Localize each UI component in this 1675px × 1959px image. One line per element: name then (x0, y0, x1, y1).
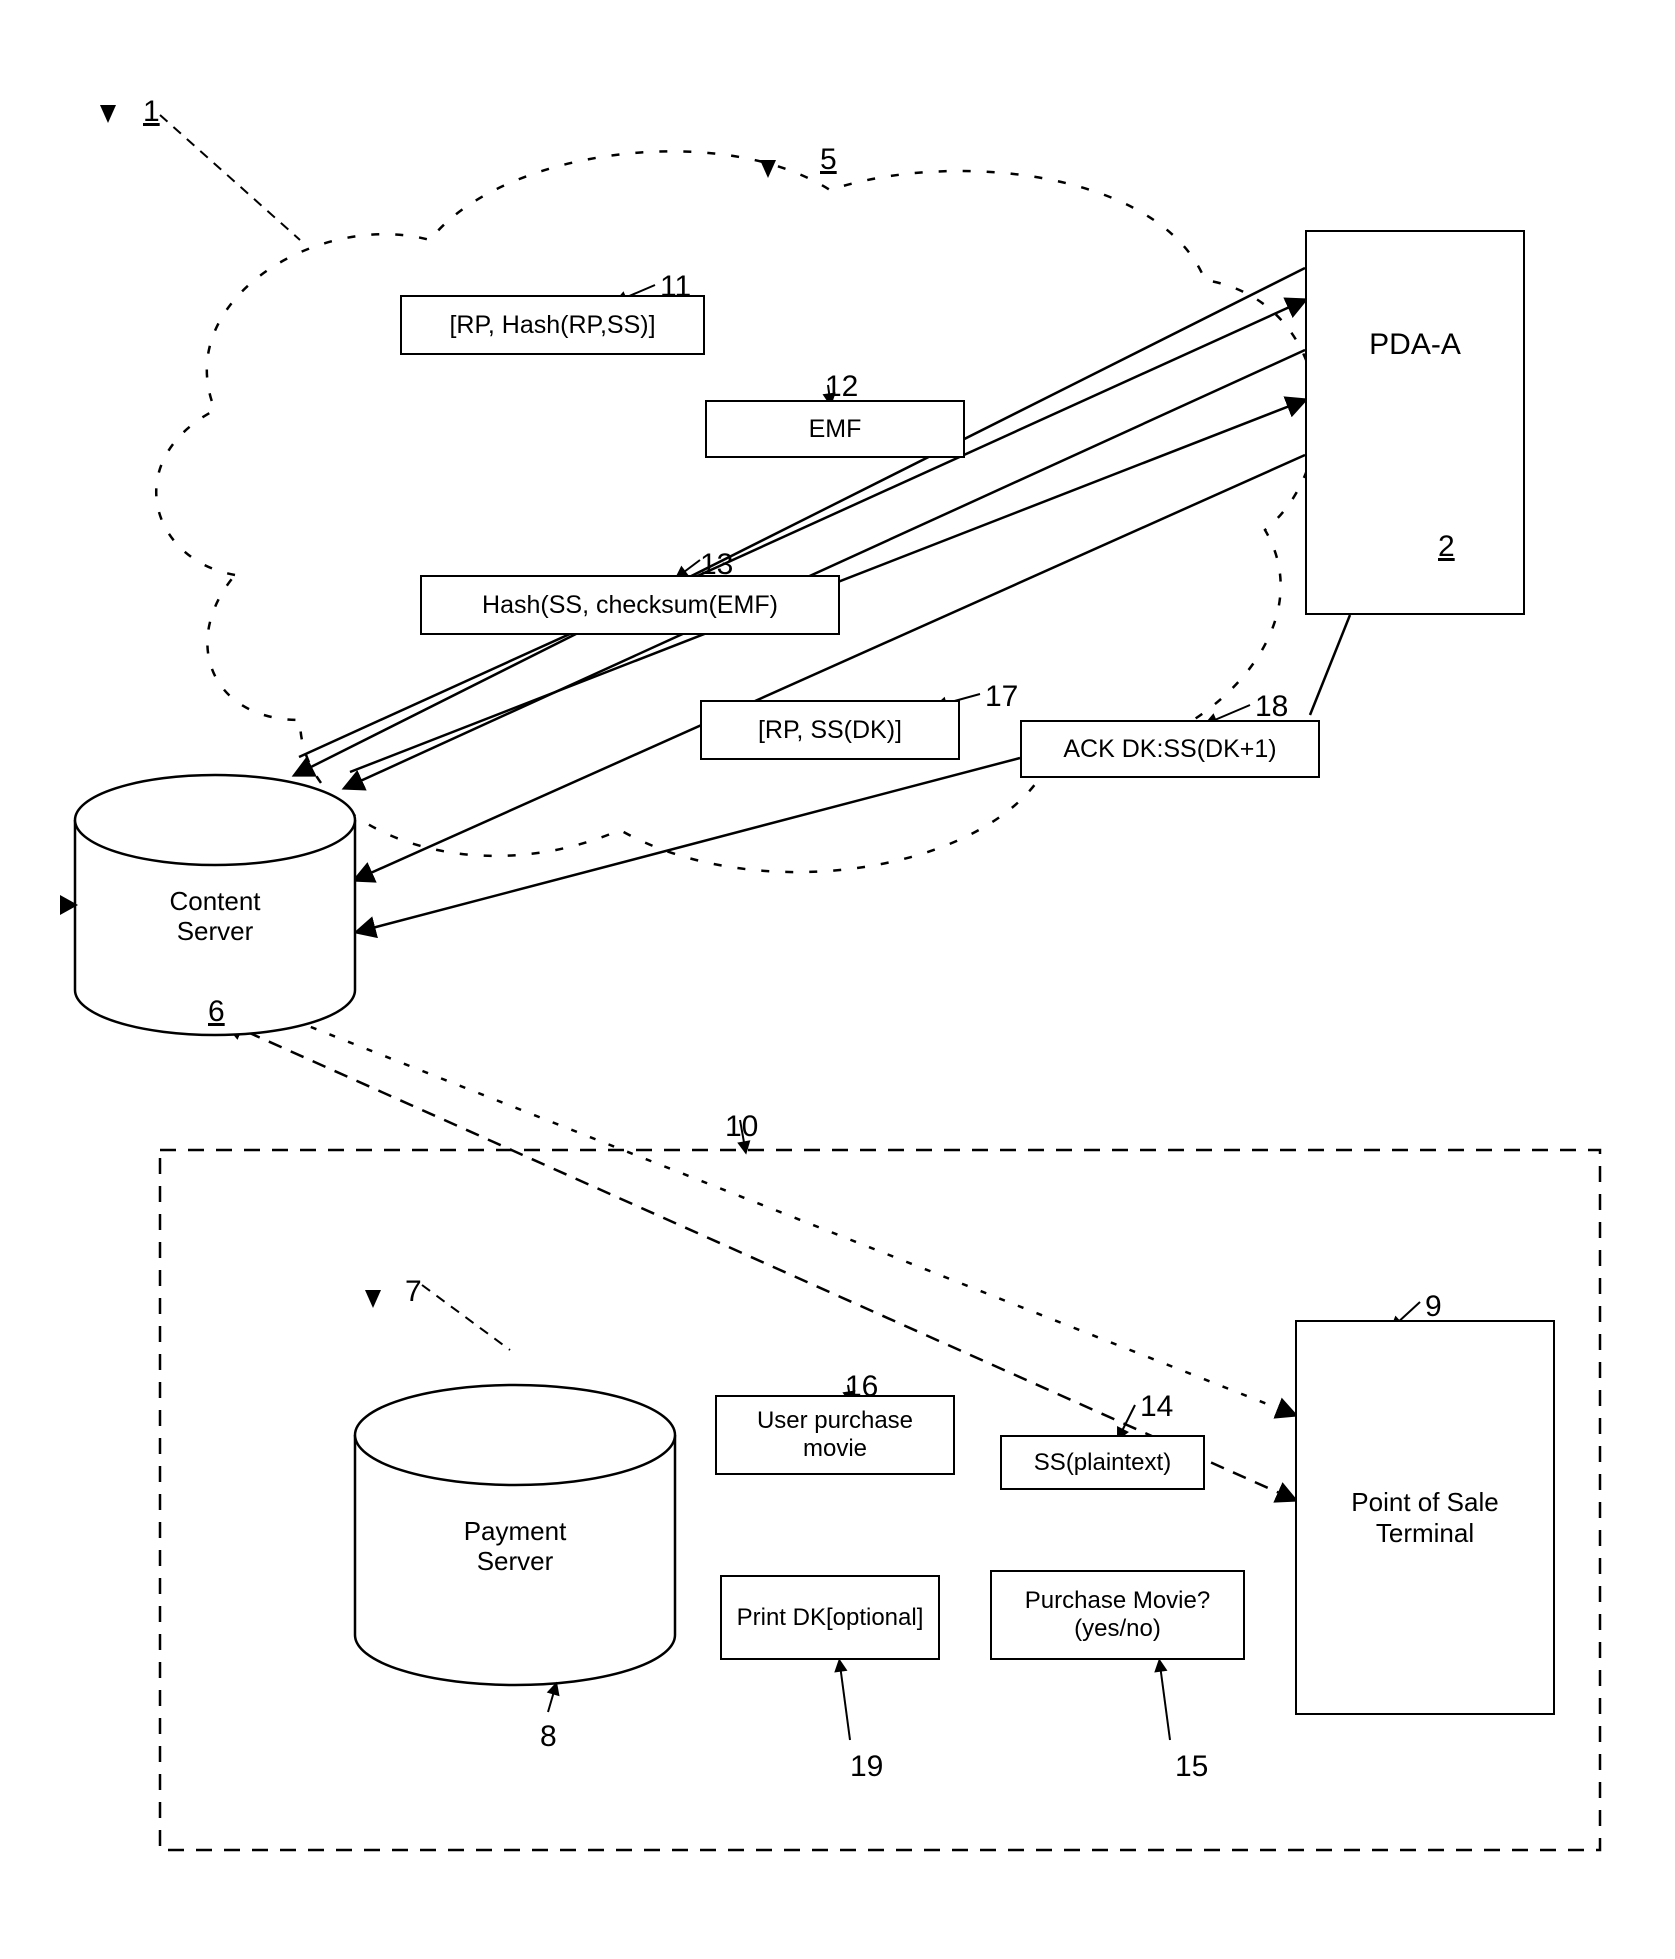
ref-9: 9 (1425, 1290, 1442, 1324)
ref-marker-1 (100, 105, 116, 123)
ref-14: 14 (1140, 1390, 1173, 1424)
msg11: [RP, Hash(RP,SS)] (400, 295, 705, 355)
ref-16: 16 (845, 1370, 878, 1404)
content-server-label: Content Server (75, 887, 355, 947)
leader-r8 (548, 1688, 555, 1712)
ref-18: 18 (1255, 690, 1288, 724)
msg17: [RP, SS(DK)] (700, 700, 960, 760)
ref-17: 17 (985, 680, 1018, 714)
leader-r14 (1120, 1405, 1135, 1435)
ref-11: 11 (660, 270, 691, 304)
ref-19: 19 (850, 1750, 883, 1784)
msg19: Print DK[optional] (720, 1575, 940, 1660)
ref-5: 5 (820, 143, 837, 177)
leader-r15 (1160, 1665, 1170, 1740)
ref-7: 7 (405, 1275, 422, 1309)
ref-10: 10 (725, 1110, 758, 1144)
flow-line-8 (255, 1005, 1295, 1415)
ref-12: 12 (825, 370, 858, 404)
msg15: Purchase Movie? (yes/no) (990, 1570, 1245, 1660)
pda: PDA-A (1305, 230, 1525, 615)
msg14: SS(plaintext) (1000, 1435, 1205, 1490)
leader-r19 (840, 1665, 850, 1740)
msg13: Hash(SS, checksum(EMF) (420, 575, 840, 635)
ref-8: 8 (540, 1720, 557, 1754)
ref-1: 1 (143, 95, 160, 129)
ref-2: 2 (1438, 530, 1455, 564)
ref-13: 13 (700, 548, 733, 582)
flow-line-5 (1310, 615, 1350, 715)
msg12: EMF (705, 400, 965, 458)
msg16: User purchase movie (715, 1395, 955, 1475)
payment-server-label: Payment Server (355, 1517, 675, 1577)
leader-r7 (422, 1285, 510, 1350)
flow-line-6 (357, 758, 1020, 932)
msg18: ACK DK:SS(DK+1) (1020, 720, 1320, 778)
ref-marker-5 (760, 160, 776, 178)
ref-15: 15 (1175, 1750, 1208, 1784)
pos: Point of Sale Terminal (1295, 1320, 1555, 1715)
flow-line-1 (299, 300, 1305, 757)
leader-r1 (160, 115, 300, 240)
ref-marker-7 (365, 1290, 381, 1308)
ref-6: 6 (208, 995, 225, 1029)
